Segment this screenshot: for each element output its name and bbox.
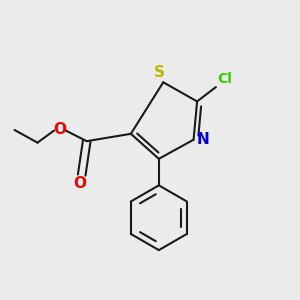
Text: O: O (73, 176, 86, 191)
Text: S: S (154, 65, 165, 80)
Text: N: N (196, 132, 209, 147)
Text: Cl: Cl (218, 72, 232, 86)
Text: O: O (53, 122, 66, 137)
